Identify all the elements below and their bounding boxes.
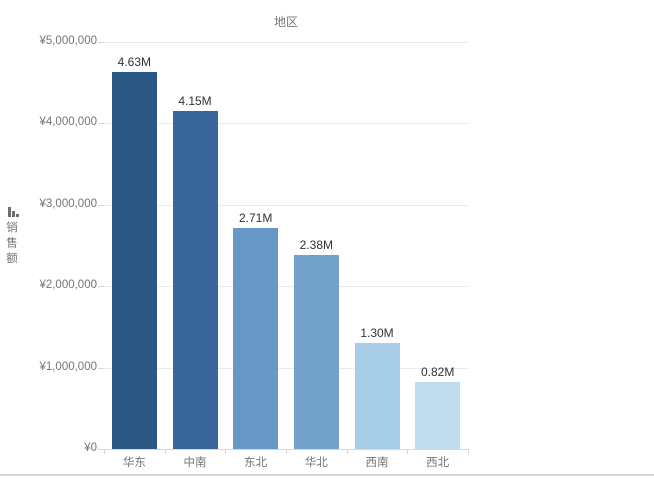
x-tick-mark [346,449,348,454]
category-label-西北[interactable]: 西北 [426,457,450,469]
bar-西北[interactable] [415,382,461,449]
bar-value-label: 4.15M [178,94,212,109]
gridline [104,123,468,125]
y-tick-mark [98,204,104,206]
bar-value-label: 1.30M [360,326,394,341]
y-axis-title: 销售额 [5,221,17,268]
y-tick-label: ¥1,000,000 [39,360,97,373]
column-field-label: 地区 [273,15,298,29]
bar-华东[interactable] [111,72,157,449]
x-tick-mark [104,449,105,454]
bar-value-label: 4.63M [117,55,151,70]
gridline [104,42,468,43]
y-tick-label: ¥0 [84,442,97,454]
gridline [104,286,468,288]
category-label-东北[interactable]: 东北 [244,457,268,469]
x-tick-mark [407,449,409,454]
bar-value-label: 2.71M [238,211,273,226]
sort-icon-bar [16,214,19,217]
gridline [104,204,468,206]
gridline [104,367,468,369]
y-tick-label: ¥3,000,000 [39,197,97,210]
bar-华北[interactable] [293,255,339,449]
sort-icon-bar [12,211,15,217]
category-label-华北[interactable]: 华北 [304,457,328,469]
x-tick-mark [286,449,287,454]
bottom-divider [0,474,654,476]
x-tick-mark [468,449,469,454]
category-label-华东[interactable]: 华东 [122,457,146,469]
y-tick-mark [98,367,104,369]
y-tick-label: ¥4,000,000 [39,116,97,129]
y-tick-mark [98,42,104,43]
y-tick-label: ¥5,000,000 [39,35,97,47]
bar-东北[interactable] [233,228,279,449]
sort-icon-bar [8,207,11,217]
y-tick-mark [98,286,104,288]
bar-value-label: 2.38M [299,238,333,253]
y-tick-mark [98,449,104,450]
bar-value-label: 0.82M [420,365,455,380]
bar-西南[interactable] [354,343,400,449]
category-label-中南[interactable]: 中南 [183,457,207,469]
category-label-西南[interactable]: 西南 [365,457,389,469]
x-tick-mark [225,449,227,454]
bar-中南[interactable] [172,111,218,449]
y-tick-label: ¥2,000,000 [39,279,97,292]
x-tick-mark [164,449,166,454]
y-tick-mark [98,123,104,125]
sort-descending-bars-icon[interactable] [8,206,20,217]
